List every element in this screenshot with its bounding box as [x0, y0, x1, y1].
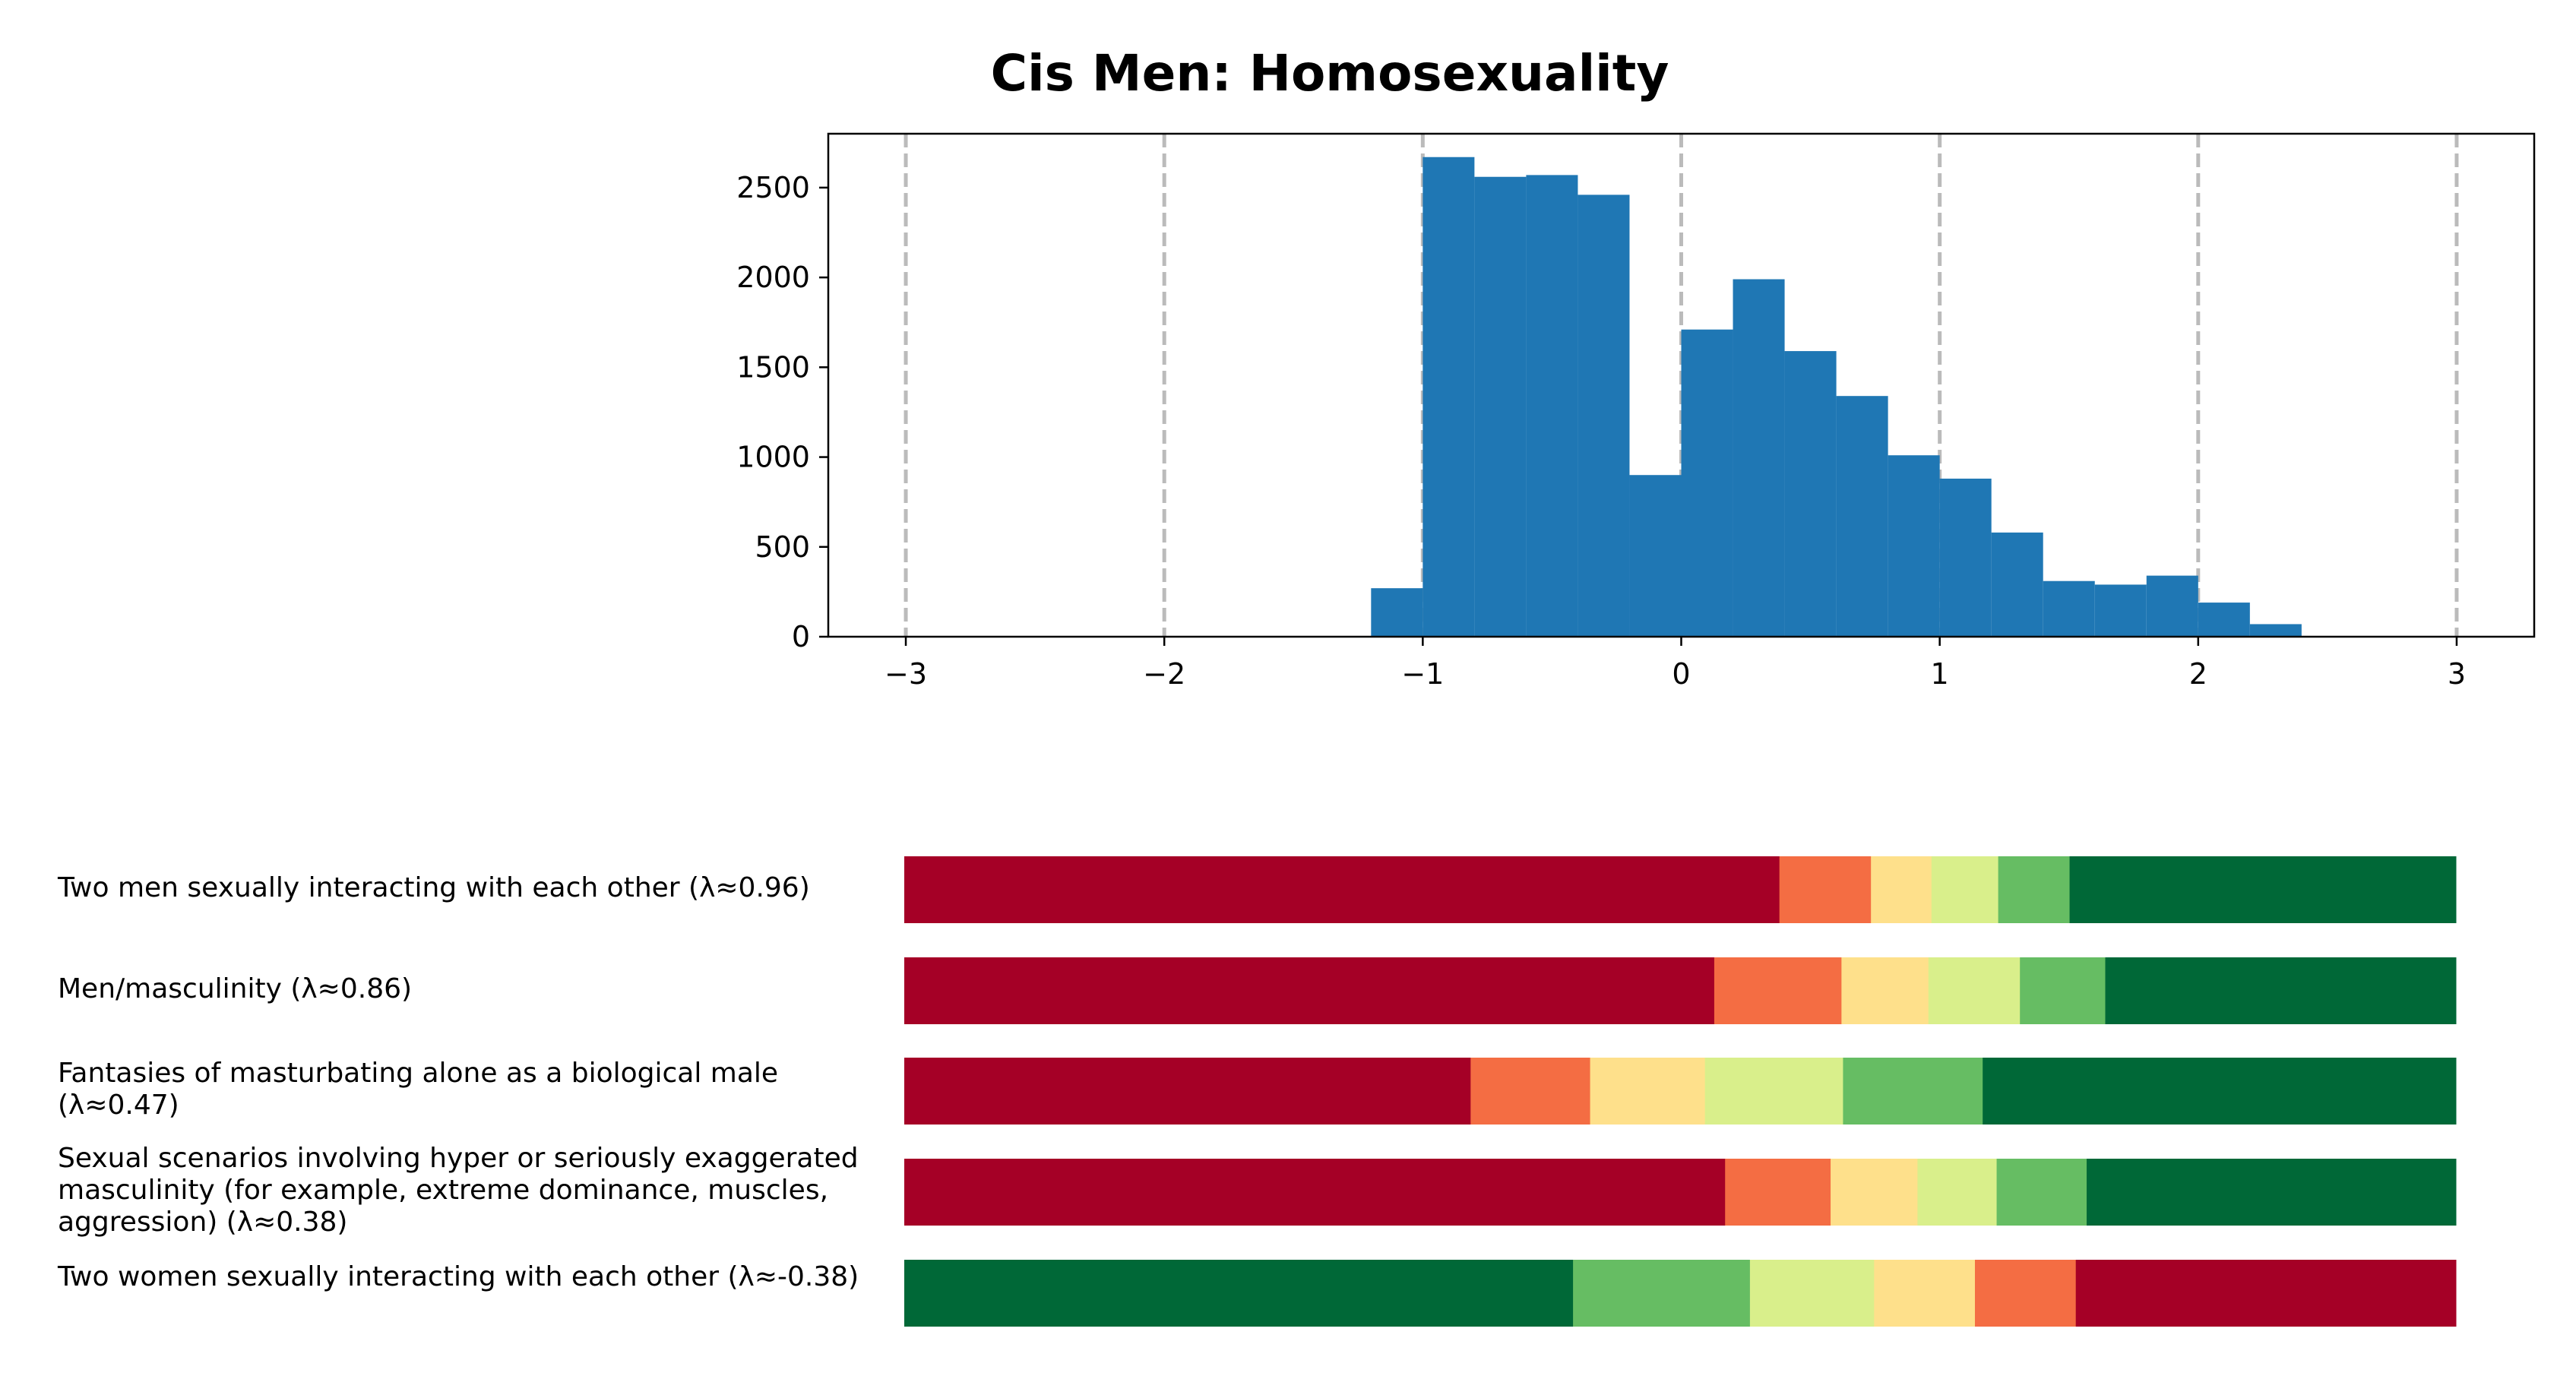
stacked-bar-segment	[904, 1058, 1471, 1125]
stacked-bar-segment	[1874, 1260, 1976, 1327]
histogram-chart: −3 −2 −1 0 1 2 3 0 500 1000 1500 2000 2500	[736, 132, 2536, 691]
histogram-bar	[2094, 584, 2147, 637]
histogram-bar	[1629, 475, 1682, 637]
stacked-bar-segment	[1931, 856, 1999, 923]
stacked-bar-segment	[1749, 1260, 1875, 1327]
x-tick-label: 0	[1672, 657, 1690, 691]
stacked-bar-segment	[904, 957, 1715, 1024]
histogram-bar	[1939, 478, 1992, 637]
y-tick-label: 0	[792, 620, 810, 653]
stacked-bar-segment	[1704, 1058, 1843, 1125]
x-tick-label: −3	[885, 657, 927, 691]
histogram-bar	[2146, 575, 2198, 637]
histogram-bar	[1526, 175, 1578, 637]
y-tick-label: 2500	[736, 171, 810, 204]
x-tick-label: 3	[2448, 657, 2466, 691]
stacked-bar-segment	[1590, 1058, 1706, 1125]
x-tick-label: 1	[1931, 657, 1949, 691]
histogram-bar	[1836, 396, 1888, 637]
histogram-bar	[1422, 157, 1475, 637]
stacked-bar-segment	[1998, 856, 2071, 923]
stacked-bar-segment	[1470, 1058, 1591, 1125]
histogram-bar	[2043, 580, 2095, 637]
histogram-bar	[1578, 195, 1630, 637]
stacked-bar-segment	[1841, 957, 1929, 1024]
stacked-bar-segment	[904, 1260, 1574, 1327]
stacked-bar-segment	[1843, 1058, 1983, 1125]
stacked-bar-segment	[2069, 856, 2457, 923]
item-label-1: Men/masculinity (λ≈0.86)	[58, 973, 413, 1004]
stacked-bar-segment	[2020, 957, 2106, 1024]
stacked-bar-segment	[2087, 1159, 2457, 1226]
stacked-bar-segment	[1871, 856, 1932, 923]
stacked-bar-segment	[1996, 1159, 2087, 1226]
y-tick-label: 1500	[736, 350, 810, 384]
item-label-3: Sexual scenarios involving hyper or seri…	[58, 1143, 859, 1238]
histogram-title: Cis Men: Homosexuality	[990, 44, 1669, 103]
stacked-bar-segment	[1928, 957, 2021, 1024]
stacked-bar-segment	[1714, 957, 1842, 1024]
stacked-bar-segment	[1831, 1159, 1918, 1226]
stacked-bar-segment	[1974, 1260, 2077, 1327]
stacked-bar-segment	[1983, 1058, 2457, 1125]
y-tick-label: 2000	[736, 261, 810, 294]
x-tick-label: 2	[2189, 657, 2207, 691]
y-tick-label: 500	[755, 530, 810, 564]
histogram-bar	[1784, 351, 1837, 637]
histogram-bar	[2198, 603, 2250, 637]
histogram-bar	[1474, 176, 1527, 637]
y-tick-label: 1000	[736, 441, 810, 474]
stacked-bar-segment	[904, 856, 1780, 923]
histogram-bar	[2249, 624, 2302, 637]
histogram-bar	[1888, 455, 1940, 637]
histogram-bar	[1733, 279, 1785, 637]
histogram-bar	[1991, 532, 2043, 637]
histogram-bar	[1681, 329, 1733, 637]
item-label-4: Two women sexually interacting with each…	[58, 1261, 859, 1292]
stacked-bar-segment	[904, 1159, 1726, 1226]
stacked-bar-segment	[2105, 957, 2457, 1024]
x-tick-label: −1	[1401, 657, 1444, 691]
item-label-0: Two men sexually interacting with each o…	[58, 872, 810, 903]
histogram-bar	[1371, 588, 1423, 637]
stacked-bar-segment	[1779, 856, 1872, 923]
stacked-bar-segment	[2075, 1260, 2457, 1327]
stacked-bar-segment	[1573, 1260, 1751, 1327]
stacked-bar-segment	[1725, 1159, 1831, 1226]
item-label-2: Fantasies of masturbating alone as a bio…	[58, 1058, 779, 1121]
stacked-bar-segment	[1917, 1159, 1998, 1226]
x-tick-label: −2	[1143, 657, 1185, 691]
